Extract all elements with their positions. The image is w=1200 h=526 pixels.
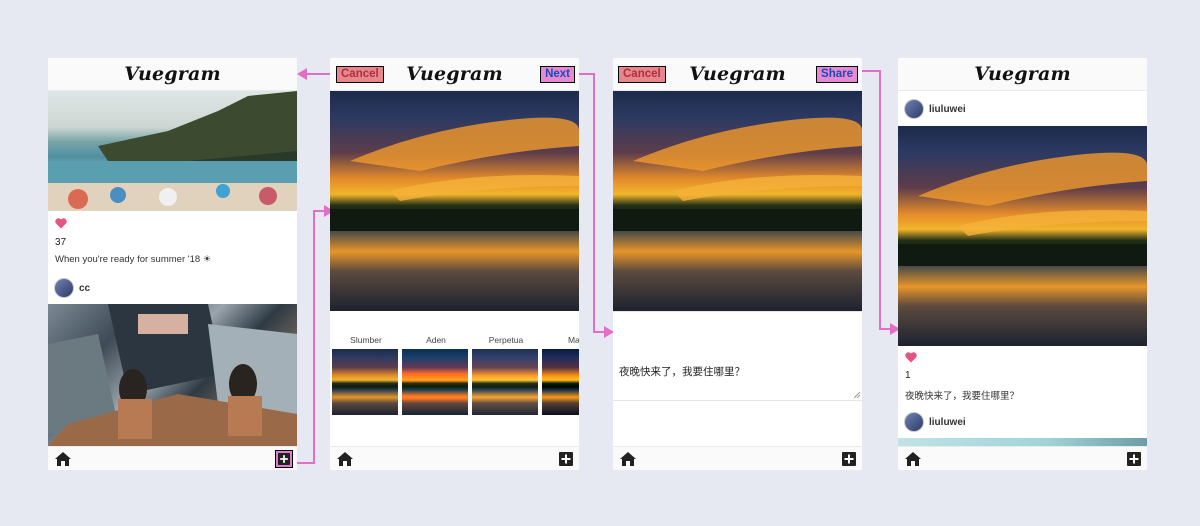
city-photo (48, 304, 297, 446)
post-image-beach[interactable] (48, 91, 297, 211)
username[interactable]: liuluwei (929, 416, 966, 428)
resize-handle-icon[interactable] (854, 392, 860, 398)
post-image-city[interactable] (48, 304, 297, 446)
bottom-nav (898, 446, 1147, 470)
filter-thumbnail[interactable] (402, 349, 468, 415)
feed-screen-updated: Vuegram liuluwei 1 夜晚快来了，我要住哪里？ liuluwei (898, 58, 1147, 470)
app-header: Cancel Vuegram Next (330, 58, 579, 91)
username[interactable]: liuluwei (929, 103, 966, 115)
like-count: 1 (905, 370, 911, 381)
bottom-nav (330, 446, 579, 470)
post-author[interactable]: liuluwei (904, 412, 966, 432)
filter-thumbnail[interactable] (472, 349, 538, 415)
home-icon[interactable] (55, 452, 71, 466)
post-caption: When you're ready for summer '18 ☀ (55, 254, 212, 265)
filter-option[interactable]: Aden (402, 335, 470, 415)
filter-name: Aden (426, 335, 446, 345)
app-logo: Vuegram (974, 63, 1071, 85)
filter-list: Slumber Aden Perpetua May (330, 335, 579, 417)
post-author[interactable]: liuluwei (904, 99, 966, 119)
post-author[interactable]: cc (54, 278, 90, 298)
app-header: Vuegram (48, 58, 297, 91)
sunset-photo (898, 152, 1147, 266)
bottom-nav (48, 446, 297, 470)
bottom-nav (613, 446, 862, 470)
caption-screen: Cancel Vuegram Share 夜晚快来了，我要住哪里？ (613, 58, 862, 470)
caption-text: 夜晚快来了，我要住哪里？ (619, 366, 745, 378)
filter-thumbnail[interactable] (332, 349, 398, 415)
avatar[interactable] (54, 278, 74, 298)
filter-name: Slumber (350, 335, 382, 345)
plus-square-icon[interactable] (559, 452, 573, 466)
cancel-button[interactable]: Cancel (336, 66, 384, 83)
filter-option[interactable]: May (542, 335, 579, 415)
sunset-photo (330, 117, 579, 231)
filter-option[interactable]: Slumber (332, 335, 400, 415)
selected-photo (613, 91, 862, 311)
home-icon[interactable] (620, 452, 636, 466)
filter-name: May (567, 335, 579, 345)
post-caption: 夜晚快来了，我要住哪里？ (905, 391, 1020, 402)
username[interactable]: cc (79, 282, 91, 294)
post-image-sunset[interactable] (898, 126, 1147, 346)
selected-photo (330, 91, 579, 311)
filter-name: Perpetua (488, 335, 524, 345)
app-logo: Vuegram (124, 63, 221, 85)
home-icon[interactable] (337, 452, 353, 466)
next-button[interactable]: Next (540, 66, 575, 83)
post-image-next[interactable] (898, 438, 1147, 446)
filter-thumbnail[interactable] (542, 349, 579, 415)
plus-square-icon[interactable] (275, 450, 293, 468)
heart-icon[interactable] (905, 352, 917, 363)
feed-screen: Vuegram 37 When you're ready for summer … (48, 58, 297, 470)
caption-textarea[interactable]: 夜晚快来了，我要住哪里？ (613, 311, 862, 401)
filter-screen: Cancel Vuegram Next Slumber Aden Perpetu… (330, 58, 579, 470)
home-icon[interactable] (905, 452, 921, 466)
cancel-button[interactable]: Cancel (618, 66, 666, 83)
avatar[interactable] (904, 99, 924, 119)
share-button[interactable]: Share (816, 66, 858, 83)
app-header: Cancel Vuegram Share (613, 58, 862, 91)
app-logo: Vuegram (406, 63, 503, 85)
plus-square-icon[interactable] (1127, 452, 1141, 466)
sunset-photo (613, 117, 862, 231)
filter-option[interactable]: Perpetua (472, 335, 540, 415)
app-logo: Vuegram (689, 63, 786, 85)
plus-square-icon[interactable] (842, 452, 856, 466)
like-count: 37 (55, 237, 67, 248)
app-header: Vuegram (898, 58, 1147, 91)
beach-photo (48, 91, 297, 211)
avatar[interactable] (904, 412, 924, 432)
heart-icon[interactable] (55, 218, 67, 229)
